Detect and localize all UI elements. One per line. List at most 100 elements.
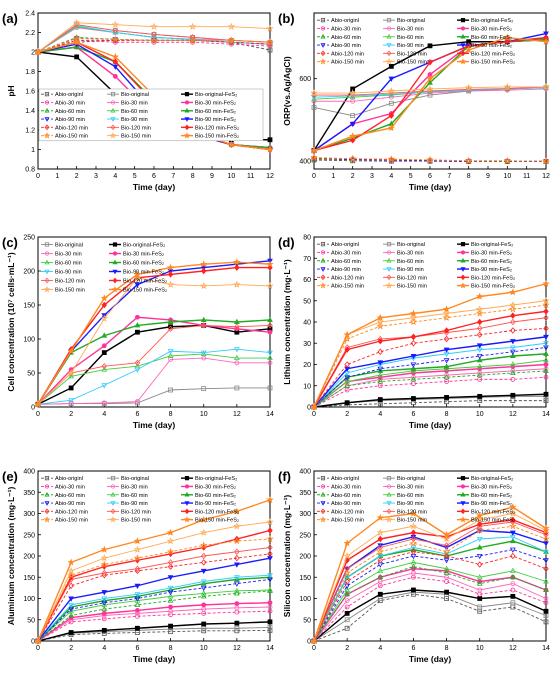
chart-panel-e: (e) 0 2 4 6 8 10 12 14 0 50 100 150 200 250 300 350 400 Ti… — [2, 469, 274, 665]
data-point — [543, 350, 549, 356]
legend-label: Bio-60 min — [55, 261, 82, 267]
data-point — [377, 378, 384, 384]
legend-label: Abio-90 min — [331, 501, 361, 507]
data-point — [543, 391, 549, 397]
data-point — [227, 140, 236, 148]
legend-label: Bio-original — [397, 242, 425, 248]
series-line — [37, 626, 271, 642]
data-point — [100, 560, 109, 568]
y-tick-label: 100 — [23, 337, 35, 344]
legend-label: Bio-150 min — [121, 518, 151, 524]
legend-label: Bio-90 min — [397, 43, 424, 49]
series-line — [313, 304, 547, 408]
x-tick-label: 10 — [476, 645, 484, 652]
data-point — [100, 314, 109, 322]
data-point — [168, 387, 173, 393]
legend-swatch-marker — [184, 491, 190, 497]
legend-swatch-marker — [319, 516, 327, 523]
legend-swatch-marker — [112, 269, 118, 275]
y-tick-label: 60 — [303, 277, 311, 284]
legend-swatch-marker — [320, 26, 326, 31]
legend-b: Abio-originl Bio-original Bio-original-FeS… — [317, 18, 515, 66]
legend-swatch-marker — [112, 277, 118, 284]
data-point — [343, 552, 351, 560]
legend-item: Bio-150 min-FeS₂ — [109, 286, 167, 294]
x-tick-label: 10 — [200, 411, 208, 418]
legend-label: Abio-originl — [55, 476, 83, 482]
legend-label: Bio-120 min-FeS₂ — [471, 51, 515, 57]
data-point — [509, 288, 517, 296]
data-point — [200, 579, 207, 585]
series-line — [313, 157, 547, 162]
series-line — [313, 342, 547, 408]
x-tick-label: 8 — [445, 411, 449, 418]
legend-swatch-marker — [43, 516, 51, 523]
data-point — [266, 38, 274, 46]
x-tick-label: 5 — [133, 173, 137, 180]
series-line — [37, 574, 271, 642]
data-point — [377, 574, 384, 580]
legend-swatch-marker — [110, 491, 116, 497]
legend-swatch-marker — [110, 508, 116, 515]
series-line — [37, 357, 270, 405]
x-tick-label: 3 — [370, 173, 374, 180]
data-point — [543, 578, 549, 584]
legend-item: Bio-150 min — [383, 58, 427, 66]
data-point — [188, 22, 197, 30]
x-tick-label: 10 — [503, 173, 511, 180]
legend-label: Bio-150 min — [121, 134, 151, 140]
y-tick-label: 400 — [299, 158, 311, 165]
legend-label: Abio-60 min — [55, 109, 85, 115]
data-point — [267, 322, 273, 329]
legend-label: Bio-150 min-FeS₂ — [471, 60, 515, 66]
series-line — [37, 629, 271, 642]
legend-label: Bio-60 min-FeS₂ — [123, 261, 164, 267]
data-point — [349, 137, 356, 144]
legend-item: Bio-30 min-FeS₂ — [181, 100, 236, 106]
legend-item: Abio-150 min — [317, 58, 364, 66]
data-point — [168, 612, 173, 618]
data-point — [112, 73, 118, 79]
legend-item: Bio-120 min — [107, 508, 151, 515]
data-point — [543, 608, 549, 614]
data-point — [267, 350, 273, 356]
legend-item: Abio-90 min — [41, 117, 85, 123]
data-point — [349, 121, 356, 128]
legend-label: Abio-90 min — [331, 267, 361, 273]
legend-item: Bio-90 min — [107, 117, 148, 123]
data-point — [409, 509, 418, 517]
data-point — [411, 381, 416, 387]
data-point — [267, 556, 273, 562]
data-point — [135, 613, 140, 619]
data-point — [151, 35, 157, 41]
legend-item: Abio-originl — [41, 92, 83, 98]
legend-item: Bio-original-FeS₂ — [181, 476, 237, 482]
legend-swatch-marker — [320, 267, 326, 272]
legend-item: Bio-150 min — [383, 282, 427, 290]
legend-item: Bio-150 min-FeS₂ — [457, 58, 515, 66]
data-point — [72, 38, 81, 46]
data-point — [344, 610, 350, 616]
y-tick-label: 150 — [23, 303, 35, 310]
data-point — [343, 330, 351, 338]
y-axis-label-a: pH — [6, 85, 16, 96]
data-point — [133, 537, 142, 545]
legend-item: Bio-60 min-FeS₂ — [457, 257, 512, 265]
x-tick-label: 4 — [113, 173, 117, 180]
data-point — [310, 637, 318, 645]
x-tick-label: 6 — [135, 411, 139, 418]
data-point — [376, 513, 385, 521]
data-point — [234, 628, 240, 634]
legend-swatch-marker — [386, 33, 392, 39]
data-point — [201, 355, 207, 361]
data-point — [101, 362, 108, 370]
data-point — [134, 565, 141, 572]
data-point — [509, 352, 516, 359]
legend-item: Bio-120 min — [41, 277, 85, 285]
legend-swatch-marker — [386, 508, 392, 515]
y-tick-label: 70 — [303, 256, 311, 263]
legend-label: Bio-120 min-FeS₂ — [195, 509, 239, 515]
data-point — [503, 156, 512, 164]
data-point — [388, 112, 395, 119]
series-line — [313, 393, 547, 408]
